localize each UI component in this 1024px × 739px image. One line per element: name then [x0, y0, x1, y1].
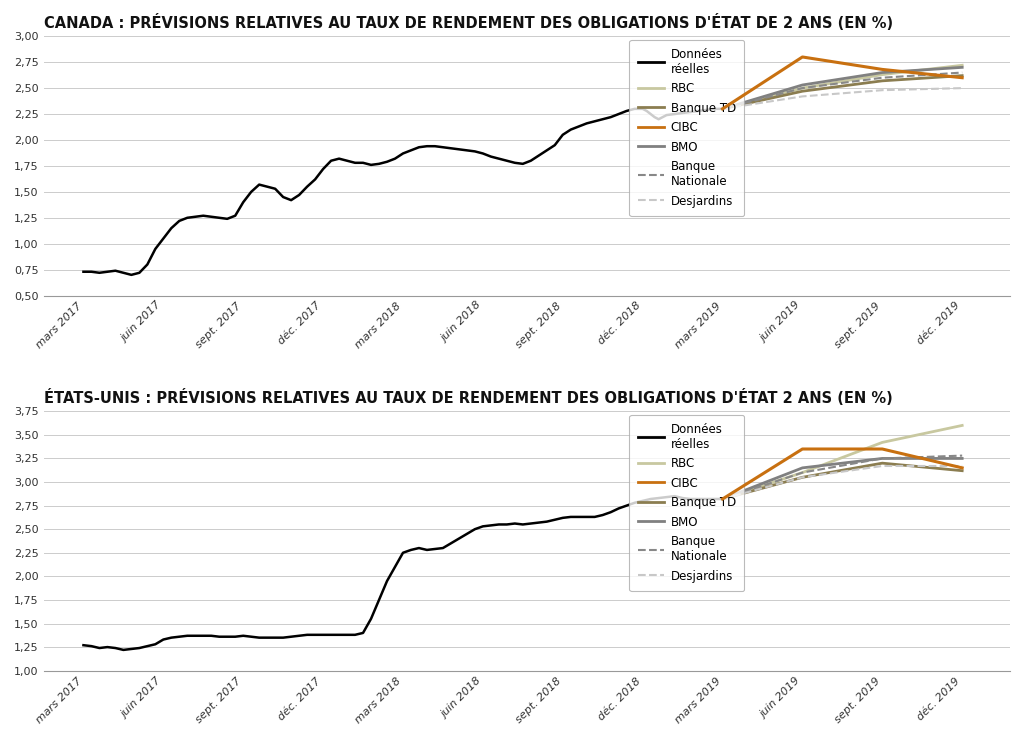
Legend: Données
réelles, RBC, Banque TD, CIBC, BMO, Banque
Nationale, Desjardins: Données réelles, RBC, Banque TD, CIBC, B… — [630, 39, 744, 216]
Text: ÉTATS-UNIS : PRÉVISIONS RELATIVES AU TAUX DE RENDEMENT DES OBLIGATIONS D'ÉTAT 2 : ÉTATS-UNIS : PRÉVISIONS RELATIVES AU TAU… — [43, 389, 892, 406]
Legend: Données
réelles, RBC, CIBC, Banque TD, BMO, Banque
Nationale, Desjardins: Données réelles, RBC, CIBC, Banque TD, B… — [630, 415, 744, 591]
Text: CANADA : PRÉVISIONS RELATIVES AU TAUX DE RENDEMENT DES OBLIGATIONS D'ÉTAT DE 2 A: CANADA : PRÉVISIONS RELATIVES AU TAUX DE… — [43, 14, 893, 31]
